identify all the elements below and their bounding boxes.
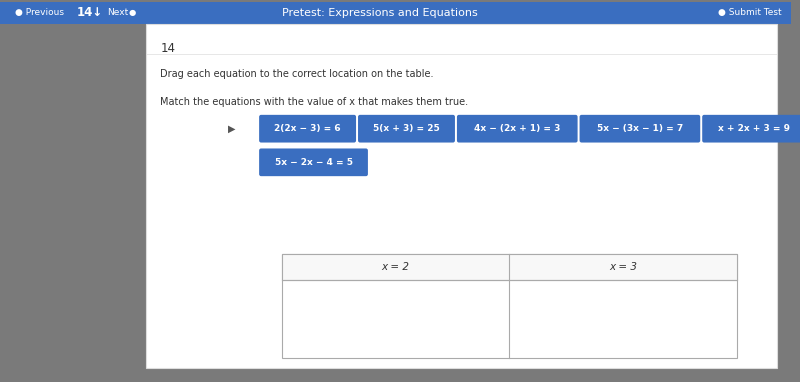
Text: 5(x + 3) = 25: 5(x + 3) = 25: [373, 124, 440, 133]
Text: 5x − 2x − 4 = 5: 5x − 2x − 4 = 5: [274, 158, 353, 167]
FancyBboxPatch shape: [259, 149, 368, 176]
Bar: [0, 2, 791, 24]
Text: x = 2: x = 2: [382, 262, 410, 272]
FancyBboxPatch shape: [579, 115, 700, 142]
Text: x + 2x + 3 = 9: x + 2x + 3 = 9: [718, 124, 790, 133]
Text: ● Previous: ● Previous: [15, 8, 64, 18]
FancyBboxPatch shape: [358, 115, 455, 142]
Text: 14: 14: [160, 42, 175, 55]
Text: 2(2x − 3) = 6: 2(2x − 3) = 6: [274, 124, 341, 133]
Text: x = 3: x = 3: [609, 262, 637, 272]
Text: ● Submit Test: ● Submit Test: [718, 8, 782, 18]
Bar: [282, 254, 737, 358]
Text: 5x − (3x − 1) = 7: 5x − (3x − 1) = 7: [597, 124, 683, 133]
Text: Pretest: Expressions and Equations: Pretest: Expressions and Equations: [282, 8, 478, 18]
Text: Next: Next: [107, 8, 128, 18]
Text: 14↓: 14↓: [77, 6, 103, 19]
FancyBboxPatch shape: [702, 115, 800, 142]
Text: 4x − (2x + 1) = 3: 4x − (2x + 1) = 3: [474, 124, 561, 133]
Text: ▶: ▶: [228, 124, 235, 134]
Text: Drag each equation to the correct location on the table.: Drag each equation to the correct locati…: [160, 70, 434, 79]
FancyBboxPatch shape: [457, 115, 578, 142]
Bar: [282, 254, 737, 280]
FancyBboxPatch shape: [259, 115, 356, 142]
Bar: [146, 24, 778, 368]
Text: ●: ●: [129, 8, 136, 18]
Text: Match the equations with the value of x that makes them true.: Match the equations with the value of x …: [160, 97, 468, 107]
